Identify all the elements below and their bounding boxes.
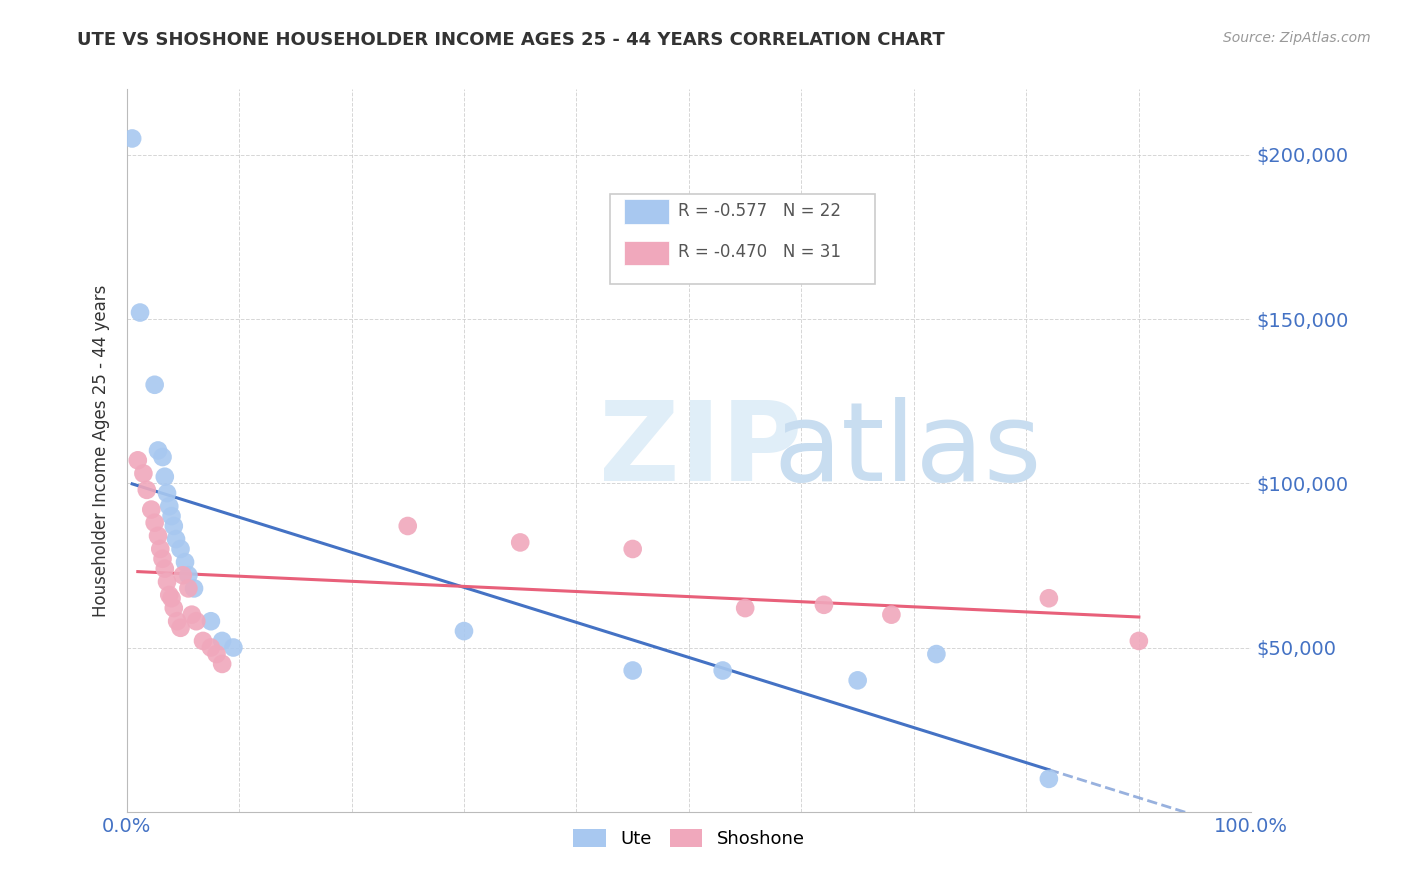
Point [132,467,155,481]
Point [211,657,233,671]
Point [734,601,756,615]
Point [146,529,169,543]
Legend: Ute, Shoshone: Ute, Shoshone [568,823,810,854]
Point [880,607,903,622]
Point [121,131,143,145]
Point [143,377,166,392]
Point [157,588,180,602]
Point [129,305,152,319]
Text: ZIP: ZIP [599,397,803,504]
Point [211,634,233,648]
Point [711,664,734,678]
Point [177,582,200,596]
FancyBboxPatch shape [624,199,669,224]
Point [141,502,163,516]
Point [165,532,187,546]
Point [183,582,205,596]
Point [153,562,176,576]
Point [153,469,176,483]
Point [152,551,174,566]
Text: Source: ZipAtlas.com: Source: ZipAtlas.com [1223,31,1371,45]
Point [205,647,228,661]
Point [152,450,174,464]
Point [169,621,191,635]
Point [180,607,202,622]
Point [186,614,208,628]
Point [160,509,183,524]
Point [200,640,222,655]
Point [146,443,169,458]
Point [925,647,948,661]
Point [191,634,214,648]
Point [453,624,475,639]
Point [509,535,531,549]
FancyBboxPatch shape [610,194,875,285]
Point [813,598,835,612]
Text: atlas: atlas [773,397,1042,504]
Point [166,614,188,628]
Point [156,486,179,500]
Point [396,519,419,533]
Text: UTE VS SHOSHONE HOUSEHOLDER INCOME AGES 25 - 44 YEARS CORRELATION CHART: UTE VS SHOSHONE HOUSEHOLDER INCOME AGES … [77,31,945,49]
Point [1128,634,1150,648]
Point [156,574,179,589]
Point [163,601,186,615]
Point [177,568,200,582]
Point [143,516,166,530]
Point [172,568,194,582]
Point [149,541,172,556]
Point [135,483,157,497]
Point [200,614,222,628]
Point [222,640,245,655]
Y-axis label: Householder Income Ages 25 - 44 years: Householder Income Ages 25 - 44 years [91,285,110,616]
Text: R = -0.577   N = 22: R = -0.577 N = 22 [678,202,841,219]
Point [157,500,180,514]
Point [621,664,644,678]
FancyBboxPatch shape [624,241,669,266]
Point [163,519,186,533]
Point [160,591,183,606]
Text: R = -0.470   N = 31: R = -0.470 N = 31 [678,244,841,261]
Point [621,541,644,556]
Point [174,555,197,569]
Point [127,453,149,467]
Point [1038,591,1060,606]
Point [169,541,191,556]
Point [846,673,869,688]
Point [1038,772,1060,786]
